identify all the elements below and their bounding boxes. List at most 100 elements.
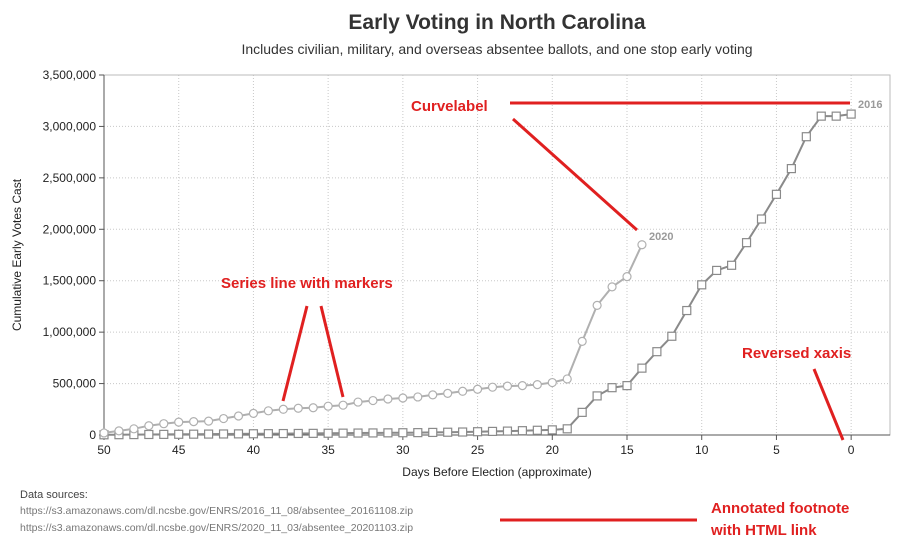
- series-2016-point: [308, 428, 318, 438]
- series-2020-point: [233, 411, 244, 421]
- series-2016-point: [248, 429, 259, 439]
- series-2020-point: [338, 400, 348, 410]
- plot-frame: [103, 74, 891, 436]
- series-2020-point: [607, 282, 617, 292]
- annotation-reversed-xaxis-arrow: [812, 368, 845, 441]
- grid: [104, 74, 890, 435]
- y-tick-label: 2,500,000: [43, 171, 97, 185]
- x-tick-label: 0: [848, 443, 855, 457]
- series-2020-point: [189, 417, 199, 427]
- series-2016-point: [756, 214, 767, 224]
- x-axis-label: Days Before Election (approximate): [402, 465, 591, 479]
- series-2020-point: [532, 380, 542, 390]
- series-2016-point: [727, 260, 737, 270]
- series-2020-point: [502, 381, 513, 391]
- footnote-link-2020[interactable]: https://s3.amazonaws.com/dl.ncsbe.gov/EN…: [20, 522, 413, 534]
- series-2016-point: [786, 164, 796, 174]
- series-2020-point: [204, 416, 214, 426]
- series-2016-point: [472, 427, 483, 437]
- series-2020-point: [622, 272, 632, 282]
- annotation-series-arrow-right: [319, 305, 345, 398]
- series-2016-point: [174, 429, 184, 439]
- y-tick-label: 1,000,000: [43, 325, 97, 339]
- series-2020-point: [144, 421, 154, 431]
- series-2016-point: [413, 428, 423, 438]
- series-2016-point: [741, 238, 752, 248]
- footnote-title: Data sources:: [20, 489, 88, 501]
- series-2016-point: [637, 363, 647, 373]
- series-2020-point: [353, 397, 363, 407]
- series-2016-point: [428, 427, 438, 438]
- annotation-reversed-xaxis: Reversed xaxis: [742, 345, 851, 362]
- series-2016-point: [233, 429, 244, 439]
- series-2020-point: [562, 374, 572, 384]
- series-2020-point: [308, 403, 318, 413]
- series-2016-point: [607, 383, 617, 393]
- x-tick-label: 20: [546, 443, 560, 457]
- x-tick-label: 30: [396, 443, 410, 457]
- annotation-footnote-line1: Annotated footnote: [711, 500, 849, 517]
- series-2020-point: [248, 408, 259, 418]
- series-2020-point: [547, 377, 557, 388]
- series-2016-point: [458, 427, 468, 437]
- chart-subtitle: Includes civilian, military, and oversea…: [241, 41, 752, 57]
- y-tick-label: 500,000: [53, 377, 97, 391]
- series-2016-point: [577, 407, 587, 417]
- x-tick-label: 10: [695, 443, 709, 457]
- series-2020-point: [458, 386, 468, 396]
- x-tick-label: 15: [620, 443, 634, 457]
- series-2016-point: [278, 428, 288, 439]
- series-2016-point: [831, 111, 841, 121]
- x-tick-label: 45: [172, 443, 186, 457]
- x-tick-label: 5: [773, 443, 780, 457]
- series-2016-point: [801, 132, 811, 142]
- series-2020-point: [263, 406, 273, 416]
- series-2020-point: [323, 401, 333, 411]
- series-2016-point: [562, 424, 572, 434]
- series-2016-point: [697, 280, 707, 290]
- series-2016-point: [547, 425, 557, 435]
- x-tick-label: 35: [321, 443, 335, 457]
- series-2020-point: [278, 404, 288, 414]
- chart-title: Early Voting in North Carolina: [348, 11, 645, 34]
- series-2016-point: [682, 305, 692, 316]
- series-2016-point: [398, 428, 408, 438]
- series-2016-point: [816, 111, 826, 121]
- series-2016-point: [532, 425, 542, 435]
- series-2020-point: [398, 393, 408, 403]
- series-2016-point: [502, 426, 513, 436]
- series-2016-point: [204, 429, 214, 439]
- series-2016-point: [144, 429, 154, 440]
- series-2020-point: [159, 419, 169, 429]
- series-2020-point: [443, 388, 453, 398]
- y-tick-label: 0: [89, 428, 96, 442]
- series-2016-point: [218, 429, 229, 439]
- series-2016-point: [846, 109, 856, 119]
- annotation-series-arrow-left: [281, 305, 309, 402]
- series-2020-point: [637, 240, 647, 250]
- series-2016-point: [263, 429, 273, 439]
- series-2016-point: [622, 381, 632, 391]
- annotation-curvelabel-arrow: [511, 117, 639, 232]
- y-tick-label: 3,000,000: [43, 119, 97, 133]
- y-axis-label: Cumulative Early Votes Cast: [10, 178, 24, 331]
- x-tick-label: 40: [247, 443, 261, 457]
- series-2020-point: [99, 428, 109, 438]
- series-2020-point: [129, 424, 139, 434]
- series-2020-point: [114, 426, 124, 436]
- series-2016-point: [487, 426, 498, 436]
- y-tick-label: 2,000,000: [43, 222, 97, 236]
- footnote-link-2016[interactable]: https://s3.amazonaws.com/dl.ncsbe.gov/EN…: [20, 505, 413, 517]
- series-group: [99, 109, 856, 440]
- series-2016-point: [712, 265, 722, 276]
- series-2020-point: [517, 381, 528, 391]
- series-2016-point: [189, 429, 199, 439]
- series-2016-point: [338, 428, 348, 438]
- series-2016-point: [368, 428, 378, 438]
- series-2016-point: [159, 429, 169, 439]
- annotation-footnote-line2: with HTML link: [710, 522, 817, 539]
- x-tick-label: 25: [471, 443, 485, 457]
- series-2020-point: [293, 403, 303, 413]
- series-2016-point: [667, 331, 677, 341]
